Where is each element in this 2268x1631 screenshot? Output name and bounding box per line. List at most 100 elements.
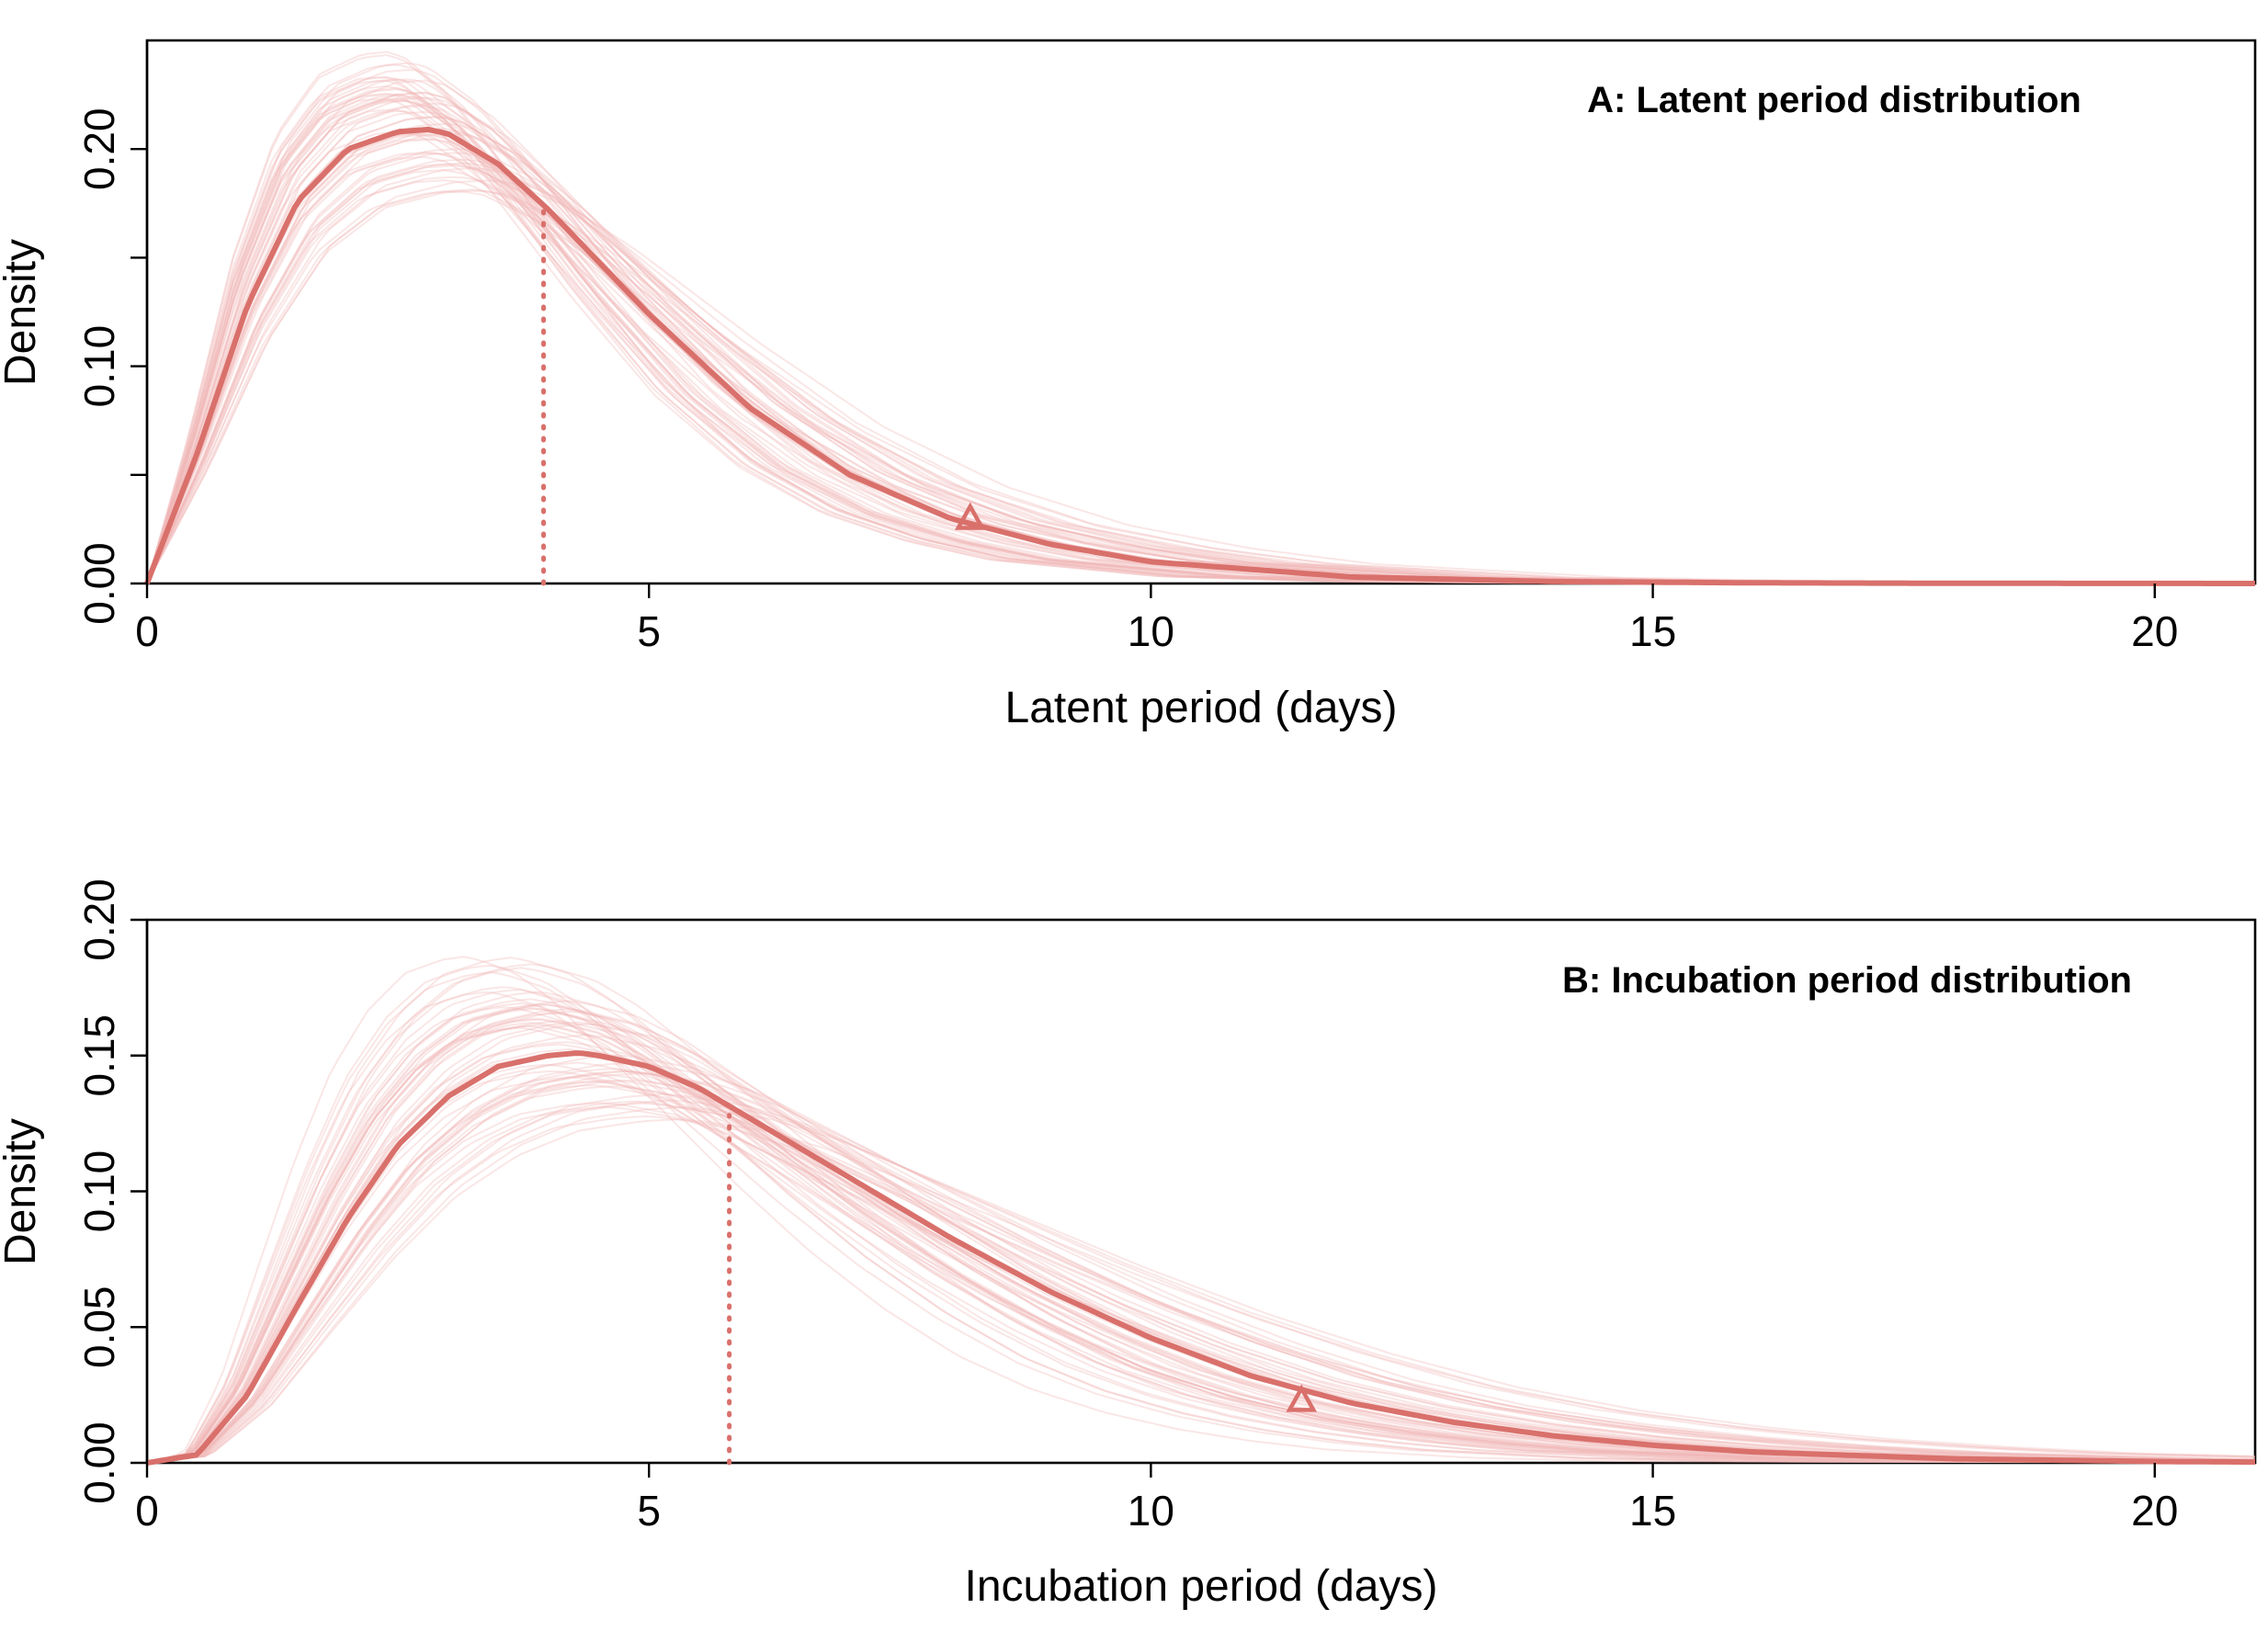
x-tick-label: 20 — [2131, 1487, 2178, 1535]
y-tick-label: 0.20 — [75, 108, 123, 190]
triangle-marker — [1286, 1384, 1318, 1412]
sample-curve — [146, 132, 2255, 584]
sample-curve — [146, 122, 2255, 584]
sample-curve — [146, 132, 2255, 584]
sample-curve — [146, 167, 2256, 584]
sample-curve — [146, 1048, 2255, 1464]
sample-curve — [146, 991, 2255, 1464]
x-axis: 0 5 10 15 20 — [135, 583, 2178, 655]
sample-curve — [146, 1085, 2256, 1464]
sample-curve — [146, 1002, 2255, 1464]
sample-curve — [146, 1008, 2255, 1464]
sample-curve — [146, 151, 2255, 584]
y-tick-label: 0.15 — [75, 1014, 123, 1097]
y-tick-label: 0.10 — [75, 1150, 123, 1233]
sample-curve — [146, 1102, 2256, 1464]
sample-curve — [146, 78, 2255, 584]
sample-curve — [146, 179, 2255, 584]
sample-curve — [146, 1100, 2256, 1464]
sample-curve — [146, 1006, 2255, 1464]
sample-curve — [146, 1026, 2255, 1464]
x-tick-label: 15 — [1629, 607, 1676, 655]
sample-curve — [146, 116, 2255, 584]
x-tick-label: 5 — [637, 1487, 661, 1535]
sample-curve — [146, 970, 2255, 1464]
sample-curve — [146, 152, 2255, 584]
sample-curve — [146, 1070, 2256, 1464]
x-axis-title: Latent period (days) — [1005, 684, 1398, 732]
panel-title: A: Latent period distribution — [1587, 80, 2081, 120]
sample-curve — [146, 1061, 2256, 1464]
x-tick-label: 15 — [1629, 1487, 1676, 1535]
sample-curve — [146, 1022, 2255, 1464]
sample-curve — [146, 1017, 2255, 1464]
sample-curve — [146, 188, 2255, 584]
sample-curve — [146, 127, 2255, 584]
x-tick-label: 0 — [135, 607, 159, 655]
sample-curve — [146, 1003, 2255, 1464]
panel-title: B: Incubation period distribution — [1562, 960, 2132, 1001]
sample-curve — [146, 1118, 2256, 1464]
sample-curve — [146, 179, 2255, 584]
sample-curve — [146, 130, 2255, 584]
sample-curve — [146, 957, 2255, 1464]
sample-curve — [146, 190, 2256, 584]
sample-curve — [146, 163, 2255, 584]
marker-group — [1286, 1384, 1318, 1412]
sample-curve — [146, 133, 2255, 584]
sample-curve — [146, 116, 2255, 584]
sample-curve — [146, 102, 2255, 584]
y-tick-label: 0.10 — [75, 325, 123, 408]
sample-curve — [146, 989, 2255, 1464]
x-tick-label: 5 — [637, 607, 661, 655]
sample-curve — [146, 189, 2255, 584]
sample-curve — [146, 162, 2255, 584]
sample-curve — [146, 1073, 2256, 1464]
sample-curve — [146, 158, 2255, 584]
sample-curve — [146, 956, 2255, 1464]
sample-curve — [146, 128, 2255, 584]
y-tick-label: 0.05 — [75, 1286, 123, 1368]
sample-curve — [146, 1070, 2255, 1464]
sample-curve — [146, 1006, 2255, 1464]
x-axis-title: Incubation period (days) — [965, 1562, 1438, 1611]
sample-curve — [146, 986, 2255, 1464]
sample-curve — [146, 152, 2256, 584]
sample-curve — [146, 1099, 2256, 1464]
sample-curve — [146, 964, 2255, 1464]
y-tick-label: 0.00 — [75, 1421, 123, 1504]
sample-curve — [146, 138, 2255, 584]
y-axis: 0.00 0.10 0.20 — [75, 40, 149, 625]
sample-curve — [146, 148, 2255, 584]
sample-curve — [146, 169, 2255, 584]
x-tick-label: 0 — [135, 1487, 159, 1535]
posterior-samples — [146, 51, 2256, 584]
posterior-samples — [146, 956, 2256, 1464]
sample-curve — [146, 1051, 2255, 1464]
sample-curve — [146, 137, 2255, 584]
sample-curve — [146, 1068, 2256, 1464]
density-curve — [146, 1050, 2255, 1466]
y-tick-label: 0.00 — [75, 542, 123, 625]
sample-curve — [146, 967, 2255, 1464]
panel-b: 0 5 10 15 20 0.00 0.05 0.10 0.15 0.20 B: Incubat… — [0, 878, 2257, 1611]
sample-curve — [146, 991, 2255, 1464]
x-axis: 0 5 10 15 20 — [135, 1463, 2178, 1535]
sample-curve — [146, 1070, 2256, 1464]
sample-curve — [146, 1093, 2256, 1464]
panel-a: 0 5 10 15 20 0.00 0.10 0.20 A: Latent period d… — [0, 39, 2257, 732]
y-axis-title: Density — [0, 239, 45, 386]
sample-curve — [146, 1054, 2256, 1464]
sample-curve — [146, 1076, 2255, 1464]
sample-curve — [146, 155, 2255, 584]
main-curve-group — [144, 126, 2255, 586]
sample-curve — [146, 1024, 2255, 1464]
sample-curve — [146, 1079, 2256, 1464]
sample-curve — [146, 1105, 2256, 1464]
sample-curve — [146, 96, 2255, 584]
sample-curve — [146, 963, 2255, 1464]
x-tick-label: 20 — [2131, 607, 2178, 655]
sample-curve — [146, 1115, 2256, 1464]
